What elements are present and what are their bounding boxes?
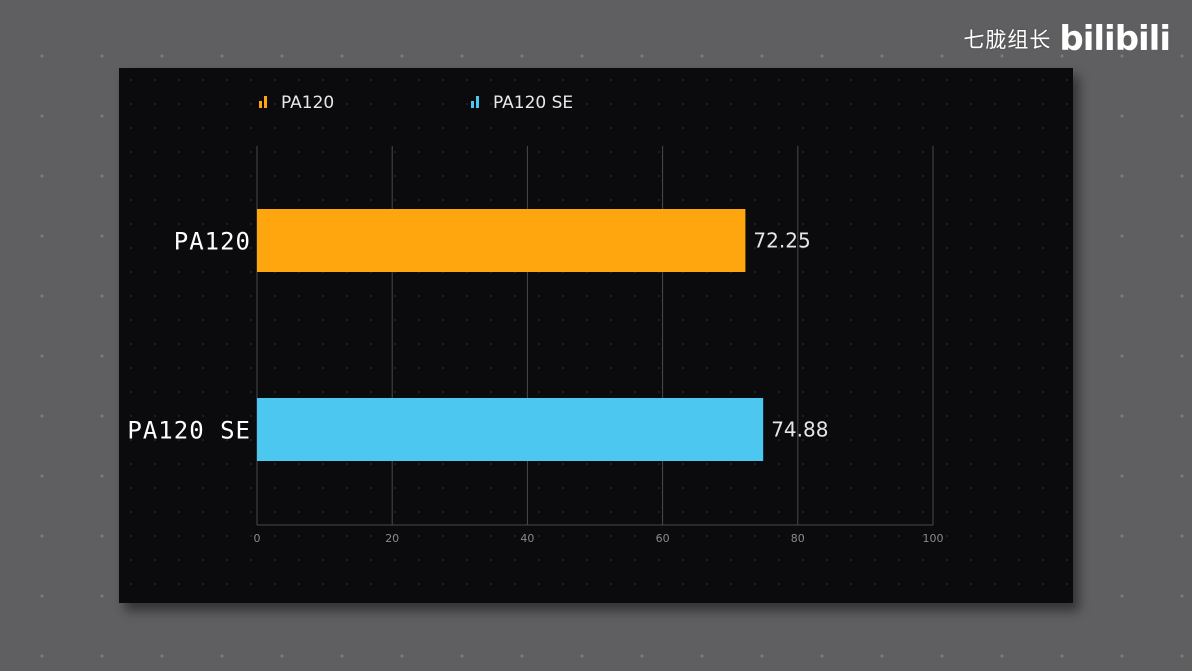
bar-chart: PA120 PA120 SE PA120 72.25 PA120 SE 74.88 0 2… [127, 93, 944, 545]
x-tick-label-80: 80 [791, 532, 805, 545]
bar-1 [257, 398, 764, 461]
legend-label-1: PA120 SE [493, 93, 573, 113]
x-tick-label-100: 100 [923, 532, 944, 545]
legend-item-1: PA120 SE [471, 93, 573, 113]
category-label-1: PA120 SE [127, 417, 251, 445]
bilibili-logo: bilibili [1059, 19, 1171, 59]
watermark: 七胧组长 bilibili [963, 19, 1171, 59]
x-tick-label-40: 40 [520, 532, 534, 545]
legend-label-0: PA120 [281, 93, 334, 113]
bar-0 [257, 209, 746, 272]
x-tick-label-20: 20 [385, 532, 399, 545]
x-tick-label-0: 0 [254, 532, 261, 545]
channel-name: 七胧组长 [963, 28, 1052, 52]
value-label-0: 72.25 [753, 229, 810, 253]
value-label-1: 74.88 [771, 418, 828, 442]
x-tick-label-60: 60 [656, 532, 670, 545]
legend-swatch-bar-tall [476, 96, 479, 108]
legend-swatch-bar-short [471, 101, 474, 108]
legend-swatch-bar-tall [264, 96, 267, 108]
chart-panel: PA120 PA120 SE PA120 72.25 PA120 SE 74.88 0 2… [119, 68, 1073, 603]
legend-swatch-bar-short [259, 101, 262, 108]
category-label-0: PA120 [174, 228, 251, 256]
legend-item-0: PA120 [259, 93, 334, 113]
